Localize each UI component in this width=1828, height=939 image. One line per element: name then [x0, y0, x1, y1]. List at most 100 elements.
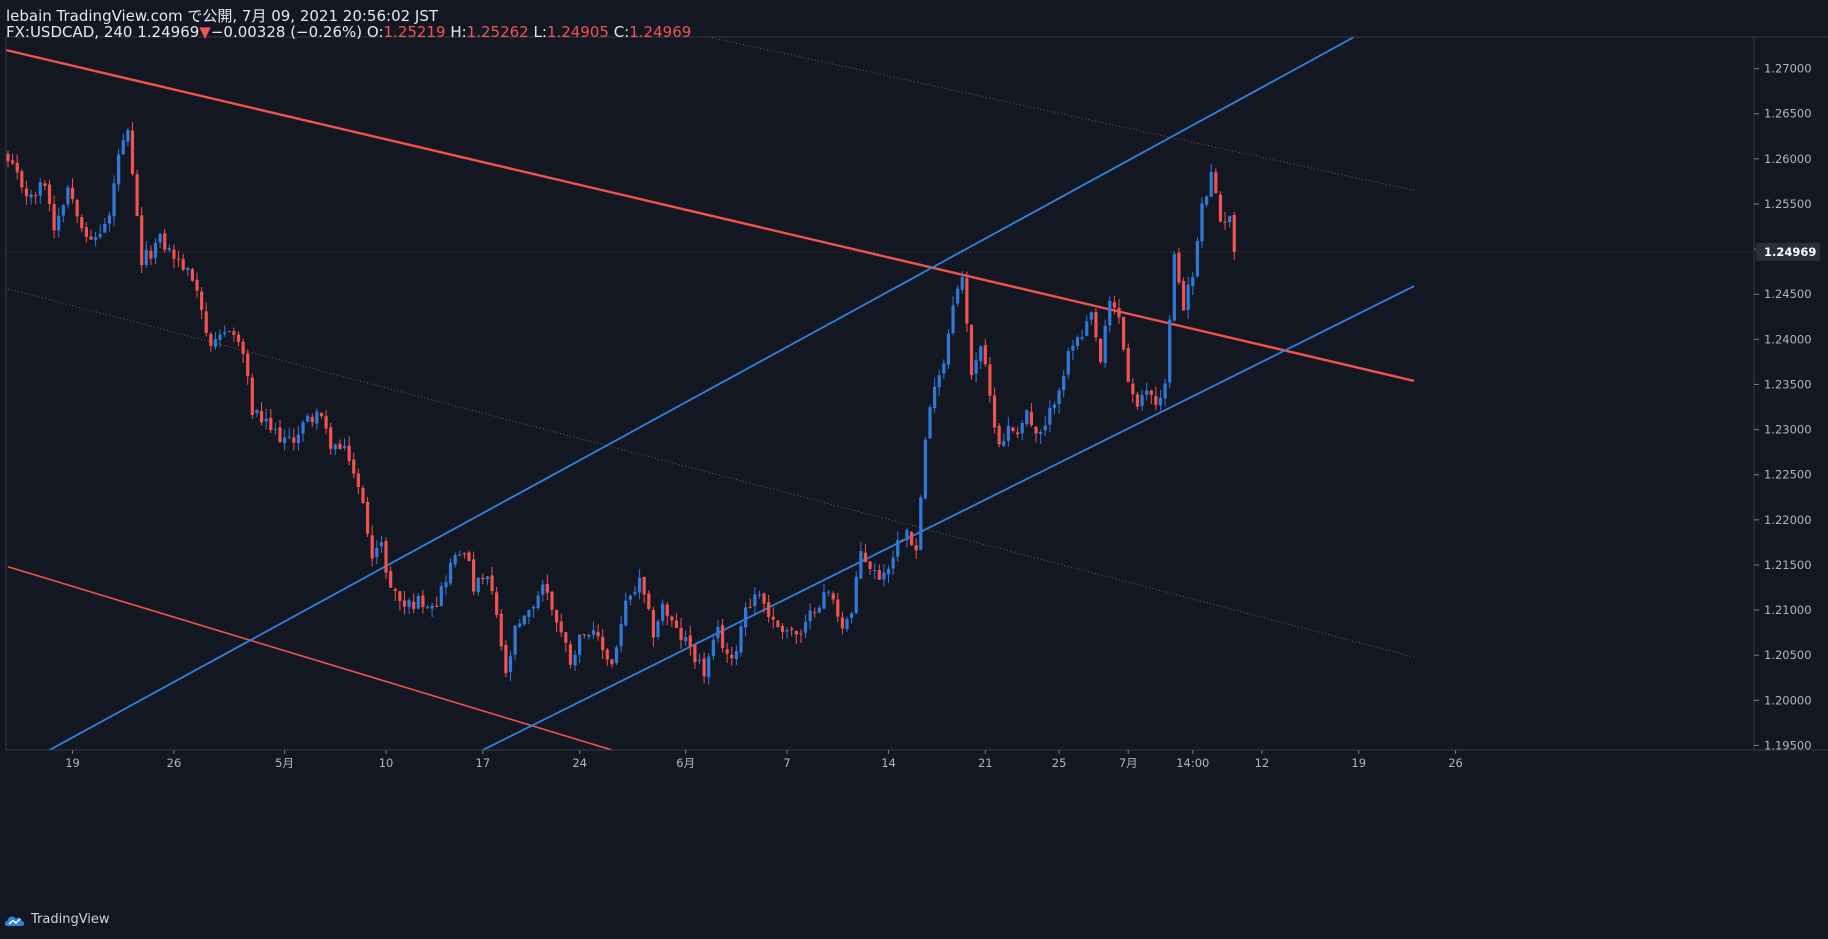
- candle-body: [817, 607, 821, 613]
- trend-line-4: [708, 37, 1415, 191]
- candle-body: [822, 592, 826, 609]
- candle-body: [34, 195, 38, 197]
- candle-body: [1158, 397, 1163, 406]
- time-axis[interactable]: 19 26 5月 10 17 24 6月 7 14 21 25 7月 14:00 12 19 26: [65, 750, 1463, 770]
- candle-body: [545, 583, 549, 593]
- candle-body: [559, 621, 563, 633]
- time-tick-label: 26: [167, 756, 182, 770]
- candle-body: [269, 417, 273, 431]
- candle-body: [771, 616, 775, 620]
- candle-body: [20, 171, 24, 188]
- candle-body: [1218, 194, 1223, 222]
- candle-body: [1034, 426, 1038, 434]
- low-value: 1.24905: [546, 23, 609, 41]
- candle-body: [126, 130, 130, 142]
- candle-body: [250, 377, 254, 415]
- candle-body: [665, 604, 669, 616]
- candle-body: [425, 607, 430, 609]
- symbol-label[interactable]: FX:USDCAD, 240: [6, 23, 133, 41]
- candle-body: [93, 237, 98, 240]
- candle-body: [693, 644, 697, 663]
- candle-body: [504, 644, 508, 674]
- candle-body: [637, 577, 642, 593]
- candle-body: [1191, 277, 1195, 287]
- tradingview-brand[interactable]: TradingView: [4, 912, 110, 927]
- candle-body: [412, 601, 416, 609]
- candle-body: [628, 595, 632, 600]
- candle-body: [1140, 395, 1144, 406]
- candle-body: [453, 555, 457, 565]
- candle-body: [1094, 311, 1098, 338]
- candle-body: [61, 205, 65, 216]
- candle-body: [24, 188, 29, 197]
- candle-body: [444, 582, 448, 588]
- candle-body: [149, 250, 153, 259]
- candle-body: [70, 187, 75, 200]
- candle-body: [670, 616, 674, 621]
- candle-body: [767, 602, 771, 617]
- price-axis[interactable]: 1.270001.265001.260001.255001.250001.245…: [5, 36, 1828, 752]
- candle-body: [619, 624, 623, 647]
- candle-body: [319, 412, 324, 417]
- candle-body: [757, 594, 762, 596]
- candle-body: [458, 554, 462, 556]
- candle-body: [813, 612, 817, 614]
- candle-body: [11, 160, 15, 164]
- candle-body: [195, 279, 199, 291]
- candle-body: [227, 331, 231, 333]
- candle-body: [407, 600, 411, 607]
- candle-body: [536, 595, 540, 609]
- candle-body: [522, 615, 526, 625]
- candle-body: [942, 363, 946, 374]
- candle-body: [52, 204, 56, 231]
- candle-body: [365, 501, 370, 534]
- trend-lines: [6, 37, 1754, 750]
- candle-body: [176, 258, 181, 260]
- candle-body: [951, 305, 955, 333]
- candle-body: [854, 576, 858, 614]
- candle-body: [1195, 241, 1199, 277]
- high-label: H:: [450, 23, 467, 41]
- trend-line-6: [482, 285, 1415, 750]
- candle-body: [255, 409, 259, 414]
- candles: [6, 122, 1236, 685]
- candle-body: [1080, 337, 1084, 339]
- candle-body: [753, 594, 757, 606]
- candle-body: [573, 654, 577, 666]
- candle-body: [384, 541, 388, 573]
- time-tick-label: 14:00: [1176, 756, 1209, 770]
- candle-body: [38, 182, 42, 196]
- candle-body: [1103, 325, 1107, 363]
- candle-body: [826, 591, 831, 593]
- candle-body: [1200, 203, 1204, 242]
- candle-body: [476, 577, 480, 593]
- publish-text: lebain TradingView.com で公開, 7月 09, 2021 …: [6, 7, 439, 25]
- candle-body: [518, 623, 522, 627]
- candle-body: [909, 531, 914, 546]
- time-tick-label: 21: [978, 756, 993, 770]
- candle-body: [601, 636, 605, 651]
- open-label: O:: [366, 23, 384, 41]
- time-tick-label: 7月: [1119, 756, 1138, 770]
- candle-body: [6, 153, 10, 162]
- close-value: 1.24969: [629, 23, 692, 41]
- candle-body: [850, 613, 854, 618]
- candle-body: [181, 258, 185, 270]
- candle-body: [370, 535, 374, 559]
- time-tick-label: 10: [379, 756, 394, 770]
- price-tick-label: 1.21000: [1764, 603, 1812, 617]
- candle-body: [647, 593, 651, 609]
- price-tick-label: 1.26500: [1764, 107, 1812, 121]
- candle-body: [919, 497, 923, 550]
- time-tick-label: 25: [1052, 756, 1067, 770]
- candle-body: [591, 630, 596, 635]
- candle-body: [389, 571, 393, 588]
- candle-body: [633, 591, 637, 595]
- candle-body: [1006, 425, 1010, 441]
- candle-body: [596, 631, 600, 637]
- candle-body: [1214, 172, 1218, 194]
- candle-body: [1108, 300, 1112, 326]
- candle-body: [859, 551, 863, 579]
